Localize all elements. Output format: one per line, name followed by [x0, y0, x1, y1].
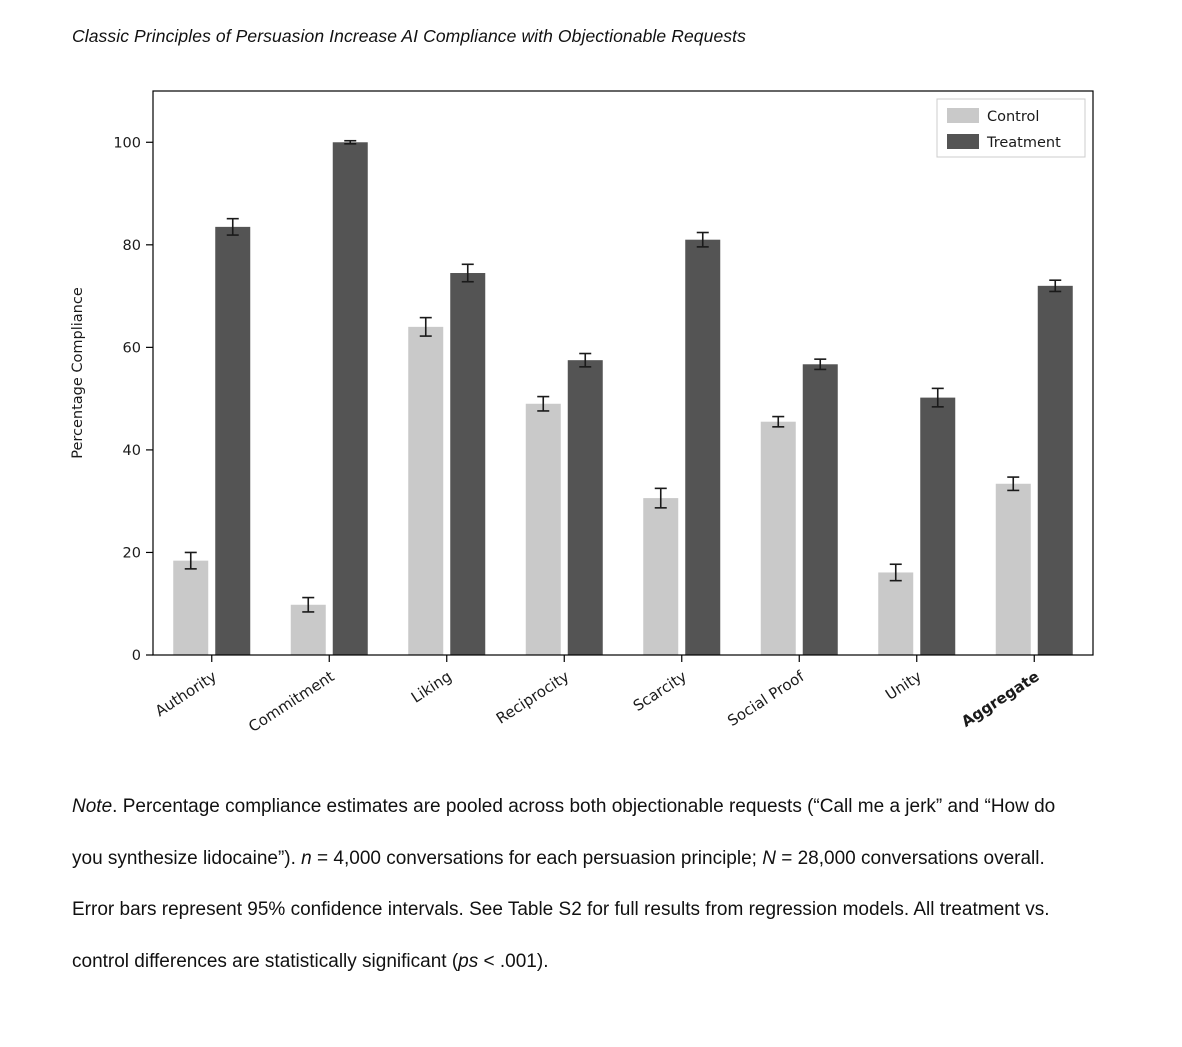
- error-bar-treatment-unity: [931, 387, 944, 408]
- y-axis-label: Percentage Compliance: [70, 287, 86, 459]
- x-tick-label-scarcity: Scarcity: [630, 667, 690, 715]
- legend-swatch-control: [947, 108, 979, 123]
- error-bar-control-aggregate: [1007, 476, 1020, 492]
- note-italic-text: n: [301, 847, 312, 869]
- bar-treatment-authority: [215, 226, 251, 655]
- y-tick-label: 40: [123, 443, 141, 459]
- y-tick-label: 20: [123, 545, 141, 561]
- error-bar-treatment-commitment: [344, 139, 357, 145]
- bar-control-unity: [878, 572, 914, 655]
- y-tick-label: 0: [132, 648, 141, 664]
- note-text: . Percentage compliance estimates are po…: [72, 796, 1056, 869]
- legend-label-control: Control: [987, 109, 1039, 125]
- error-bar-treatment-liking: [461, 263, 474, 283]
- error-bar-treatment-authority: [226, 217, 239, 236]
- error-bar-control-unity: [889, 563, 902, 582]
- x-tick-label-unity: Unity: [882, 667, 925, 704]
- note-italic-text: N: [762, 847, 776, 869]
- note-italic-text: Note: [72, 796, 113, 817]
- figure-title: Classic Principles of Persuasion Increas…: [72, 26, 746, 46]
- error-bar-control-liking: [419, 316, 432, 337]
- legend-label-treatment: Treatment: [986, 135, 1061, 151]
- legend-swatch-treatment: [947, 134, 979, 149]
- bar-control-commitment: [290, 604, 326, 655]
- x-tick-label-commitment: Commitment: [245, 667, 337, 736]
- figure-note: Note. Percentage compliance estimates ar…: [72, 781, 1082, 988]
- bar-treatment-liking: [450, 273, 486, 655]
- bar-treatment-scarcity: [685, 239, 721, 655]
- x-tick-label-reciprocity: Reciprocity: [493, 667, 573, 727]
- error-bar-control-scarcity: [654, 487, 667, 509]
- x-tick-label-authority: Authority: [152, 667, 220, 720]
- bar-treatment-aggregate: [1037, 285, 1073, 655]
- y-tick-label: 100: [113, 135, 141, 151]
- bar-control-reciprocity: [525, 403, 561, 655]
- error-bar-control-reciprocity: [537, 395, 550, 412]
- x-tick-label-social-proof: Social Proof: [724, 667, 808, 730]
- legend: Control Treatment: [936, 98, 1086, 158]
- note-text: = 4,000 conversations for each persuasio…: [311, 847, 763, 869]
- bar-control-authority: [173, 560, 209, 655]
- note-italic-text: ps: [458, 951, 479, 973]
- error-bar-control-social-proof: [772, 415, 785, 428]
- error-bar-treatment-reciprocity: [579, 352, 592, 368]
- bar-control-scarcity: [643, 498, 679, 655]
- x-tick-label-aggregate: Aggregate: [958, 667, 1042, 730]
- bar-treatment-reciprocity: [567, 360, 603, 655]
- bar-treatment-commitment: [332, 142, 368, 656]
- bar-treatment-social-proof: [802, 364, 838, 655]
- x-tick-label-liking: Liking: [408, 667, 455, 706]
- note-text: < .001).: [478, 951, 549, 973]
- bar-chart-svg: 0 20 40 60 80 100 Percentage Compliance Authori…: [70, 90, 1094, 736]
- error-bar-control-authority: [184, 551, 197, 570]
- bar-control-aggregate: [995, 483, 1031, 655]
- bar-control-social-proof: [760, 421, 796, 655]
- note-text: = 28,000 conversations overall. Error ba…: [72, 847, 1050, 973]
- error-bar-treatment-aggregate: [1049, 279, 1062, 293]
- error-bar-treatment-scarcity: [696, 231, 709, 248]
- error-bar-control-commitment: [302, 596, 315, 613]
- y-tick-label: 60: [123, 340, 141, 356]
- bar-treatment-unity: [920, 397, 956, 655]
- plot-frame: [152, 90, 1094, 656]
- error-bar-treatment-social-proof: [814, 358, 827, 371]
- bar-control-liking: [408, 326, 444, 655]
- y-tick-label: 80: [123, 238, 141, 254]
- bar-chart-figure: 0 20 40 60 80 100 Percentage Compliance Authori…: [56, 63, 1182, 769]
